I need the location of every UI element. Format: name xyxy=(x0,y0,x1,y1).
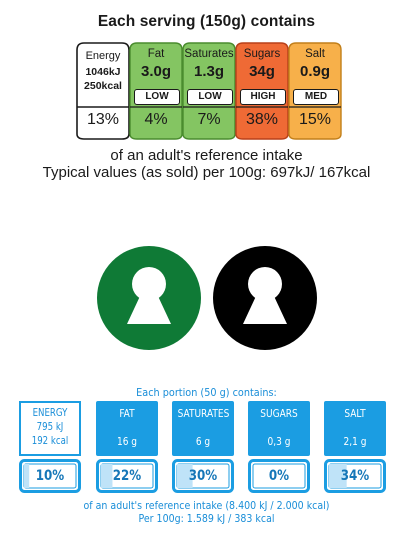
blue-salt-battery-fill xyxy=(329,464,347,488)
uk-sugars-level-badge: HIGH xyxy=(240,89,286,105)
blue-fat-battery-fill xyxy=(101,464,113,488)
uk-saturates-amount: 1.3g xyxy=(193,63,224,80)
blue-salt-card: SALT 2,1 g xyxy=(324,401,386,456)
uk-footer-reference: of an adult's reference intake xyxy=(110,147,303,164)
blue-energy-kcal: 192 kcal xyxy=(31,435,69,447)
blue-fat-percent: 22% xyxy=(112,468,142,484)
uk-saturates-level-badge: LOW xyxy=(187,89,233,105)
blue-footer-reference: of an adult's reference intake (8.400 kJ… xyxy=(83,499,330,512)
uk-sugars-name: Sugars xyxy=(243,48,281,60)
blue-sugars-percent: 0% xyxy=(268,468,290,484)
blue-salt-name: SALT xyxy=(344,407,366,420)
uk-salt-level-badge: MED xyxy=(293,89,339,105)
blue-saturates-name: SATURATES xyxy=(177,407,230,420)
blue-salt-amount: 2,1 g xyxy=(343,435,367,448)
blue-fat-battery-icon xyxy=(96,459,158,493)
uk-label-title: Each serving (150g) contains xyxy=(97,13,316,30)
blue-energy-card: ENERGY 795 kJ 192 kcal xyxy=(19,401,81,456)
uk-salt-card: Salt 0.9g MED 15% xyxy=(288,42,342,140)
uk-energy-card: Energy 1046kJ 250kcal 13% xyxy=(76,42,130,140)
uk-fat-percent: 4% xyxy=(144,111,168,128)
black-keyhole-icon xyxy=(213,246,317,350)
blue-energy-battery-icon xyxy=(19,459,81,493)
blue-footer-per-100g: Per 100g: 1.589 kJ / 383 kcal xyxy=(138,512,275,525)
uk-fat-level-badge: LOW xyxy=(134,89,180,105)
blue-sugars-name: SUGARS xyxy=(260,407,298,420)
uk-sugars-amount: 34g xyxy=(249,63,275,80)
uk-fat-card: Fat 3.0g LOW 4% xyxy=(129,42,183,140)
blue-saturates-card: SATURATES 6 g xyxy=(172,401,234,456)
blue-energy-percent: 10% xyxy=(35,468,65,484)
uk-fat-amount: 3.0g xyxy=(140,63,171,80)
green-keyhole-icon xyxy=(97,246,201,350)
uk-saturates-name: Saturates xyxy=(184,48,234,60)
blue-saturates-battery-fill xyxy=(177,464,193,488)
uk-fat-name: Fat xyxy=(147,48,165,60)
blue-sugars-amount: 0,3 g xyxy=(267,435,291,448)
uk-salt-name: Salt xyxy=(305,48,325,60)
blue-salt-percent: 34% xyxy=(340,468,370,484)
uk-sugars-card: Sugars 34g HIGH 38% xyxy=(235,42,289,140)
uk-energy-name: Energy xyxy=(85,50,121,62)
blue-saturates-percent: 30% xyxy=(188,468,218,484)
uk-sugars-percent: 38% xyxy=(245,111,279,128)
blue-saturates-amount: 6 g xyxy=(195,435,211,448)
uk-saturates-percent: 7% xyxy=(197,111,221,128)
blue-energy-name: ENERGY xyxy=(32,407,68,419)
uk-energy-kcal: 250kcal xyxy=(84,80,122,92)
blue-fat-card: FAT 16 g xyxy=(96,401,158,456)
uk-energy-percent: 13% xyxy=(86,111,120,128)
blue-sugars-battery-icon xyxy=(248,459,310,493)
blue-fat-name: FAT xyxy=(119,407,135,420)
blue-salt-battery-icon xyxy=(324,459,386,493)
blue-energy-battery-fill xyxy=(24,464,30,488)
blue-saturates-battery-icon xyxy=(172,459,234,493)
blue-label-title: Each portion (50 g) contains: xyxy=(136,386,277,399)
blue-sugars-card: SUGARS 0,3 g xyxy=(248,401,310,456)
blue-energy-kj: 795 kJ xyxy=(36,421,64,433)
uk-footer-typical-values: Typical values (as sold) per 100g: 697kJ… xyxy=(42,164,371,181)
uk-salt-percent: 15% xyxy=(298,111,332,128)
uk-salt-amount: 0.9g xyxy=(299,63,330,80)
blue-fat-amount: 16 g xyxy=(116,435,138,448)
uk-saturates-card: Saturates 1.3g LOW 7% xyxy=(182,42,236,140)
uk-energy-kj: 1046kJ xyxy=(85,66,121,78)
